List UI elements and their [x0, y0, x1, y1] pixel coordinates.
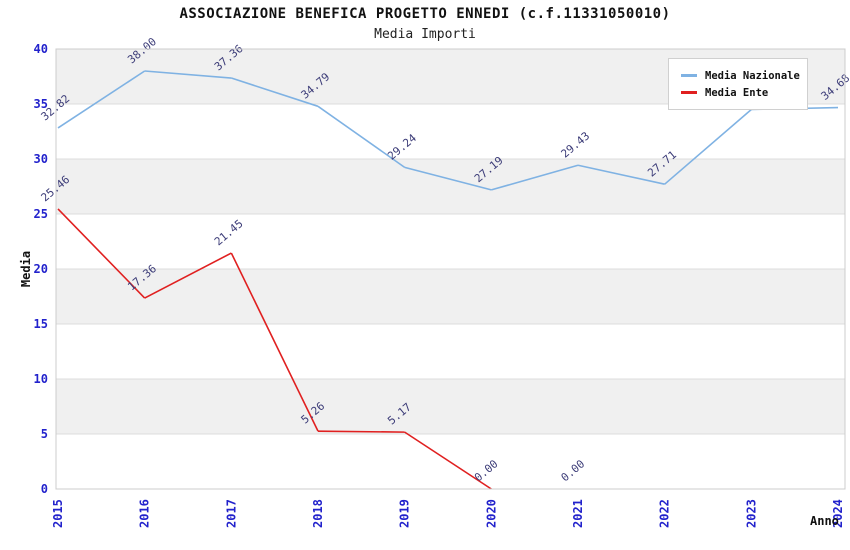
series-segment — [404, 431, 492, 490]
plot-border — [55, 48, 846, 490]
data-label: 29.43 — [559, 129, 593, 160]
data-label: 21.45 — [212, 217, 246, 248]
y-tick-label: 10 — [34, 372, 48, 386]
x-tick-label: 2023 — [744, 499, 758, 528]
y-tick-label: 20 — [34, 262, 48, 276]
series-segment — [230, 252, 319, 432]
series-segment — [317, 105, 406, 169]
x-tick-label: 2018 — [311, 499, 325, 528]
y-tick-label: 40 — [34, 42, 48, 56]
legend: Media Nazionale Media Ente — [668, 58, 808, 110]
series-segment — [231, 77, 319, 108]
series-segment — [491, 164, 579, 191]
series-segment — [404, 166, 492, 191]
plot-band — [56, 269, 845, 324]
series-segment — [577, 164, 665, 185]
x-axis-title: Anno — [810, 514, 839, 528]
x-tick-label: 2017 — [224, 499, 238, 528]
y-tick-label: 25 — [34, 207, 48, 221]
legend-item: Media Nazionale — [681, 68, 800, 83]
plot-band — [56, 379, 845, 434]
x-tick-label: 2016 — [138, 499, 152, 528]
x-tick-label: 2015 — [51, 499, 65, 528]
data-label: 0.00 — [559, 457, 588, 484]
x-tick-label: 2022 — [658, 499, 672, 528]
x-tick-label: 2024 — [831, 499, 845, 528]
x-tick-label: 2019 — [398, 499, 412, 528]
plot-band — [56, 159, 845, 214]
chart-subtitle: Media Importi — [374, 27, 476, 42]
legend-item: Media Ente — [681, 85, 797, 100]
series-segment — [144, 252, 232, 299]
y-tick-label: 5 — [41, 427, 48, 441]
data-label: 0.00 — [472, 457, 501, 484]
chart-title: ASSOCIAZIONE BENEFICA PROGETTO ENNEDI (c… — [179, 6, 671, 22]
y-tick-label: 0 — [41, 482, 48, 496]
y-axis-title: Media — [19, 250, 34, 288]
data-label: 29.24 — [385, 131, 419, 162]
y-tick-label: 15 — [34, 317, 48, 331]
series-segment — [57, 208, 146, 299]
series-segment — [57, 70, 146, 129]
series-segment — [144, 70, 232, 79]
series-segment — [664, 108, 752, 185]
legend-swatch-media-nazionale — [681, 74, 697, 77]
x-tick-label: 2020 — [484, 499, 498, 528]
legend-label: Media Nazionale — [705, 69, 800, 82]
legend-label: Media Ente — [705, 86, 769, 99]
x-tick-label: 2021 — [571, 499, 585, 528]
legend-swatch-media-ente — [681, 91, 697, 94]
y-tick-label: 30 — [34, 152, 48, 166]
y-tick-label: 35 — [34, 97, 48, 111]
series-segment — [317, 430, 405, 433]
